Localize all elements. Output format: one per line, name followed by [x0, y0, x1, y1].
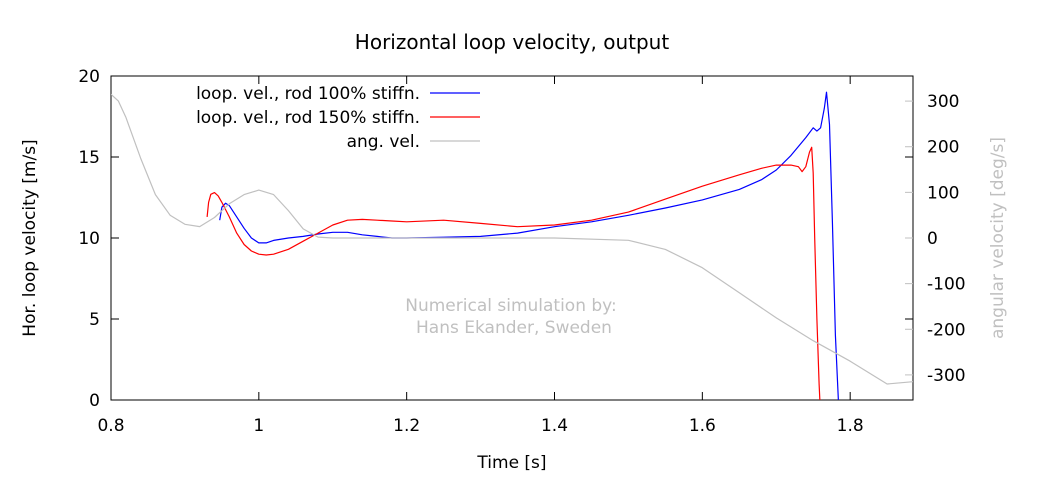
x-tick-label-5: 1.8	[837, 416, 864, 436]
x-tick-label-4: 1.6	[689, 416, 716, 436]
y-tick-label-3: 15	[78, 148, 100, 168]
y2-axis-label: angular velocity [deg/s]	[988, 137, 1008, 339]
annotation-line-1: Numerical simulation by:	[405, 296, 616, 316]
y2-tick-label-6: 300	[927, 92, 959, 112]
annotation-line-2: Hans Ekander, Sweden	[416, 318, 612, 338]
x-tick-label-2: 1.2	[393, 416, 420, 436]
legend-label-0: loop. vel., rod 100% stiffn.	[196, 84, 420, 104]
y-tick-label-2: 10	[78, 229, 100, 249]
y-tick-label-4: 20	[78, 67, 100, 87]
series-line-1	[206, 146, 821, 400]
y2-tick-label-0: -300	[927, 366, 966, 386]
chart-title: Horizontal loop velocity, output	[355, 30, 670, 54]
y-tick-label-0: 0	[89, 391, 100, 411]
y2-tick-label-5: 200	[927, 138, 959, 158]
x-tick-label-0: 0.8	[97, 416, 124, 436]
y-axis: 0 5 10 15 20	[78, 67, 913, 411]
y2-tick-label-4: 100	[927, 183, 959, 203]
x-axis: 0.8 1 1.2 1.4 1.6 1.8	[97, 76, 864, 436]
series-line-0	[219, 91, 839, 400]
legend: loop. vel., rod 100% stiffn. loop. vel., …	[196, 84, 480, 152]
y2-tick-label-2: -100	[927, 275, 966, 295]
x-tick-label-3: 1.4	[541, 416, 568, 436]
series-line-2	[111, 93, 913, 385]
legend-label-2: ang. vel.	[347, 132, 420, 152]
legend-label-1: loop. vel., rod 150% stiffn.	[196, 108, 420, 128]
y-axis-label: Hor. loop velocity [m/s]	[20, 139, 40, 336]
y-tick-label-1: 5	[89, 310, 100, 330]
x-axis-label: Time [s]	[476, 453, 546, 473]
y2-tick-label-1: -200	[927, 320, 966, 340]
y2-tick-label-3: 0	[927, 229, 938, 249]
y2-axis: -300 -200 -100 0 100 200 300	[905, 92, 966, 386]
x-tick-label-1: 1	[253, 416, 264, 436]
